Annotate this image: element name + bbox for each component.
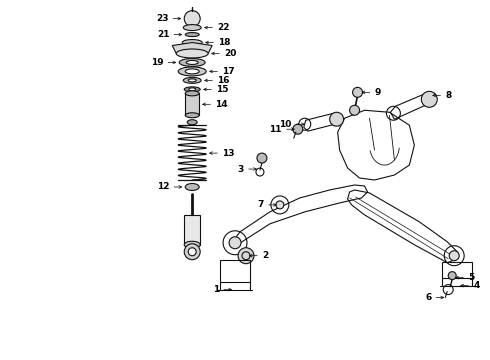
Ellipse shape (186, 60, 198, 64)
Text: 5: 5 (468, 273, 474, 282)
Text: 17: 17 (222, 67, 235, 76)
Text: 12: 12 (157, 183, 169, 192)
Ellipse shape (187, 120, 197, 125)
Ellipse shape (178, 67, 206, 76)
Circle shape (353, 87, 363, 97)
Ellipse shape (184, 241, 200, 248)
Ellipse shape (179, 58, 205, 67)
Text: 16: 16 (217, 76, 230, 85)
Circle shape (449, 251, 459, 261)
Ellipse shape (183, 77, 201, 84)
Circle shape (349, 105, 360, 115)
Text: 2: 2 (262, 251, 268, 260)
Ellipse shape (188, 79, 196, 82)
Circle shape (276, 201, 284, 209)
Bar (442, 262, 472, 278)
Text: 21: 21 (157, 30, 169, 39)
Ellipse shape (185, 184, 199, 190)
Text: 4: 4 (473, 281, 480, 290)
Ellipse shape (184, 87, 200, 92)
Circle shape (257, 153, 267, 163)
Text: 6: 6 (425, 293, 431, 302)
Text: 18: 18 (218, 38, 231, 47)
Text: 7: 7 (258, 201, 264, 210)
Ellipse shape (185, 113, 199, 118)
Bar (220, 260, 250, 282)
Text: 22: 22 (217, 23, 230, 32)
Circle shape (238, 248, 254, 264)
Text: 1: 1 (213, 285, 219, 294)
Ellipse shape (185, 69, 199, 74)
Text: 19: 19 (151, 58, 163, 67)
Circle shape (421, 91, 437, 107)
Circle shape (448, 272, 456, 280)
Bar (184, 215, 200, 245)
Circle shape (184, 244, 200, 260)
Text: 15: 15 (216, 85, 229, 94)
Ellipse shape (183, 24, 201, 31)
Text: 8: 8 (445, 91, 451, 100)
Ellipse shape (182, 40, 202, 45)
Circle shape (229, 237, 241, 249)
Circle shape (293, 124, 303, 134)
Text: 10: 10 (279, 120, 292, 129)
Bar (185, 93, 199, 115)
Ellipse shape (185, 91, 199, 96)
Ellipse shape (176, 49, 208, 58)
Text: 14: 14 (215, 100, 228, 109)
Circle shape (184, 11, 200, 27)
Text: 20: 20 (224, 49, 237, 58)
Ellipse shape (189, 88, 196, 91)
Circle shape (330, 112, 343, 126)
Text: 9: 9 (374, 88, 381, 97)
Polygon shape (172, 42, 212, 54)
Circle shape (188, 248, 196, 256)
Text: 23: 23 (156, 14, 168, 23)
Ellipse shape (185, 32, 199, 37)
Text: 3: 3 (238, 165, 244, 174)
Text: 13: 13 (222, 149, 235, 158)
Text: 11: 11 (270, 125, 282, 134)
